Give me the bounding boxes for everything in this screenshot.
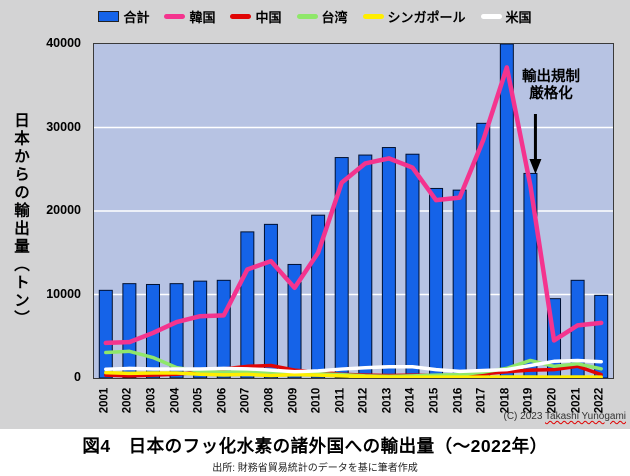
bar-2005 (193, 280, 208, 378)
bar-2009 (287, 263, 302, 378)
bar-2012 (358, 154, 373, 378)
y-tick-label-0: 0 (74, 370, 81, 384)
copyright-name: Takashi Yunogami (545, 411, 626, 422)
bar-2018 (499, 44, 514, 378)
annotation-line-1: 輸出規制 (522, 69, 580, 85)
bar-2013 (381, 147, 396, 378)
bar-2002 (122, 283, 137, 378)
bar-2007 (240, 231, 255, 378)
plot-area (93, 43, 614, 379)
series-line-singapore (104, 370, 603, 378)
legend-swatch-china (230, 14, 252, 19)
annotation-arrow-head (529, 159, 542, 174)
bar-2001 (98, 289, 113, 378)
legend-item-korea: 韓国 (164, 7, 215, 26)
bar-2014 (405, 153, 420, 378)
bar-2017 (476, 122, 491, 378)
y-tick-label-40000: 40000 (46, 36, 81, 50)
legend-label-korea: 韓国 (189, 10, 216, 25)
bar-2016 (452, 189, 467, 378)
bar-2004 (169, 283, 184, 378)
bar-2015 (429, 187, 444, 378)
legend-swatch-taiwan (296, 14, 318, 19)
annotation-line-2: 厳格化 (529, 86, 573, 103)
copyright-note: (C) 2023 Takashi Yunogami (0, 411, 627, 422)
chart-svg (94, 44, 613, 378)
series-line-korea (103, 65, 604, 346)
bar-2022 (594, 294, 609, 378)
series-line-usa (104, 358, 603, 374)
y-axis-ticks: 0 10000 20000 30000 40000 (0, 36, 87, 384)
figure-source: 出所: 財務省貿易統計のデータを基に筆者作成 (212, 463, 418, 474)
legend: 合計 韓国 中国 台湾 シンガポール 米国 (0, 7, 630, 26)
y-tick-label-30000: 30000 (46, 119, 81, 134)
legend-label-total: 合計 (123, 10, 150, 25)
y-tick-label-20000: 20000 (46, 203, 81, 217)
legend-swatch-total (98, 11, 120, 22)
legend-item-total: 合計 (98, 7, 149, 26)
bar-2019 (523, 172, 538, 378)
legend-label-usa: 米国 (505, 10, 532, 25)
legend-label-china: 中国 (255, 10, 282, 25)
legend-swatch-singapore (362, 14, 384, 19)
annotation-export-restriction: 輸出規制 厳格化 (511, 69, 591, 104)
legend-item-singapore: シンガポール (362, 7, 466, 26)
figure-caption: 図4 日本のフッ化水素の諸外国への輸出量（～2022年） (82, 436, 548, 456)
y-tick-label-10000: 10000 (46, 286, 81, 301)
bar-2011 (334, 157, 349, 378)
chart-panel: 合計 韓国 中国 台湾 シンガポール 米国 日本からの輸出量（トン） 0 10000 2000… (0, 0, 630, 429)
bar-2006 (216, 279, 231, 378)
legend-item-taiwan: 台湾 (296, 7, 348, 26)
legend-swatch-usa (480, 14, 502, 19)
legend-label-singapore: シンガポール (387, 10, 466, 25)
legend-item-china: 中国 (230, 7, 282, 26)
bar-2008 (263, 223, 278, 378)
y-axis-title: 日本からの輸出量（トン） (12, 112, 29, 328)
legend-label-taiwan: 台湾 (321, 10, 348, 25)
copyright-prefix: (C) 2023 (503, 411, 546, 422)
legend-item-usa: 米国 (480, 7, 532, 26)
legend-swatch-korea (164, 14, 186, 19)
